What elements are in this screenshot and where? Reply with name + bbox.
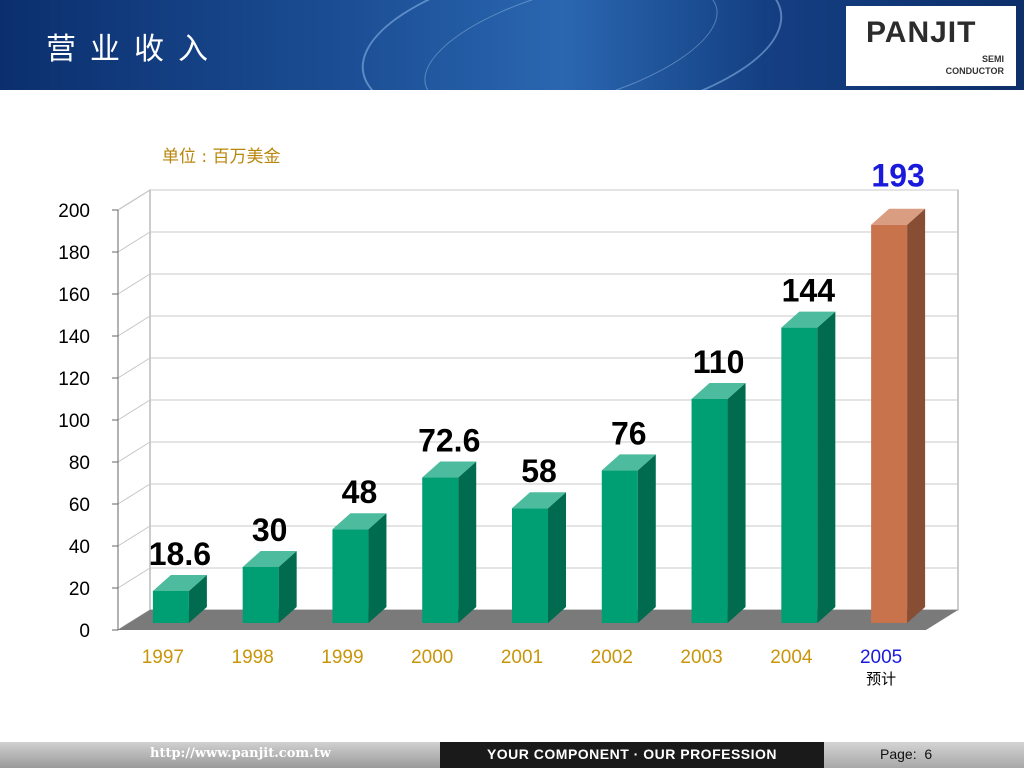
page-number: Page: 6 bbox=[880, 746, 932, 762]
category-label-2005: 2005 bbox=[860, 647, 902, 668]
bar-top-2001 bbox=[512, 492, 566, 509]
logo-brand-accent: JIT bbox=[930, 16, 977, 49]
logo-sub-semi: SEMI bbox=[981, 54, 1004, 64]
data-label-2005: 193 bbox=[871, 158, 924, 194]
category-label-2001: 2001 bbox=[501, 647, 543, 668]
category-label-1998: 1998 bbox=[232, 647, 274, 668]
bar-top-1998 bbox=[242, 551, 297, 567]
bar-2000 bbox=[422, 477, 459, 623]
footer-page-band bbox=[824, 742, 1024, 768]
bar-side-1998 bbox=[278, 551, 297, 623]
y-tick-label: 20 bbox=[69, 579, 90, 600]
bar-top-2000 bbox=[422, 461, 477, 478]
footer-url-link[interactable]: http://www.panjit.com.tw bbox=[150, 746, 331, 761]
y-tick-label: 100 bbox=[58, 411, 90, 432]
page-number-value: 6 bbox=[924, 746, 933, 762]
panjit-logo: PANJIT SEMI CONDUCTOR bbox=[846, 6, 1016, 86]
logo-sub-conductor: CONDUCTOR bbox=[945, 66, 1004, 76]
bar-top-1997 bbox=[152, 574, 207, 591]
bar-side-2005 bbox=[907, 208, 926, 623]
data-label-2003: 110 bbox=[693, 344, 745, 380]
y-tick-label: 180 bbox=[58, 243, 90, 264]
bar-side-1999 bbox=[368, 513, 387, 623]
y-tick-label: 140 bbox=[58, 327, 90, 348]
chart-gridline bbox=[117, 525, 151, 547]
bar-side-2001 bbox=[548, 492, 566, 623]
bar-side-2000 bbox=[458, 461, 477, 623]
bar-2004 bbox=[781, 327, 818, 623]
category-label-2002: 2002 bbox=[591, 647, 633, 668]
category-label-1999: 1999 bbox=[321, 647, 363, 668]
bar-2003 bbox=[691, 399, 728, 623]
data-label-2002: 76 bbox=[611, 415, 647, 451]
chart-gridline bbox=[117, 483, 151, 505]
bar-2005 bbox=[871, 224, 908, 623]
data-label-2001: 58 bbox=[521, 453, 557, 489]
chart-gridline bbox=[117, 567, 151, 589]
page-title: 营业收入 bbox=[46, 32, 222, 67]
footer-slogan: YOUR COMPONENT · OUR PROFESSION bbox=[486, 746, 778, 762]
chart-gridline bbox=[117, 441, 151, 463]
category-label-2003: 2003 bbox=[680, 647, 722, 668]
chart-gridline bbox=[117, 273, 151, 295]
footer-left-band bbox=[0, 742, 440, 768]
y-tick-label: 0 bbox=[79, 621, 90, 642]
y-tick-label: 80 bbox=[69, 453, 90, 474]
logo-wordmark: PANJIT bbox=[866, 16, 976, 50]
bar-1998 bbox=[242, 567, 279, 623]
bar-side-2004 bbox=[817, 311, 836, 623]
category-label-2004: 2004 bbox=[770, 647, 813, 668]
data-label-1999: 48 bbox=[342, 474, 378, 510]
forecast-note: 预计 bbox=[866, 670, 896, 688]
category-label-1997: 1997 bbox=[142, 647, 184, 668]
data-label-1997: 18.6 bbox=[149, 536, 211, 572]
unit-label: 单位 : 百万美金 bbox=[162, 147, 281, 167]
chart-gridline bbox=[117, 231, 151, 253]
y-tick-label: 200 bbox=[58, 201, 90, 222]
bar-2002 bbox=[601, 470, 638, 623]
bar-1997 bbox=[152, 590, 189, 623]
bar-top-2005 bbox=[871, 208, 926, 225]
data-label-2000: 72.6 bbox=[418, 423, 480, 459]
bar-top-1999 bbox=[332, 513, 387, 530]
logo-brand-main: PAN bbox=[866, 16, 931, 49]
header-banner: 营业收入 PANJIT SEMI CONDUCTOR bbox=[0, 0, 1024, 90]
bar-2001 bbox=[512, 508, 548, 623]
revenue-bar-chart: 0 20 40 60 80 100 120 140 160 180 200 18.6 1997 30 199… bbox=[58, 147, 959, 688]
data-label-1998: 30 bbox=[252, 512, 288, 548]
bar-side-2003 bbox=[727, 383, 746, 623]
y-tick-label: 120 bbox=[58, 369, 90, 390]
bar-top-2003 bbox=[691, 383, 746, 399]
chart-gridline bbox=[117, 315, 151, 337]
y-tick-label: 160 bbox=[58, 285, 90, 306]
chart-gridline bbox=[117, 189, 151, 211]
chart-gridline bbox=[117, 357, 151, 379]
category-label-2000: 2000 bbox=[411, 647, 453, 668]
bar-top-2004 bbox=[781, 311, 836, 328]
chart-gridline bbox=[117, 399, 151, 421]
bar-side-1997 bbox=[188, 574, 207, 623]
page-label: Page: bbox=[880, 746, 917, 762]
data-label-2004: 144 bbox=[782, 273, 836, 309]
bar-top-2002 bbox=[601, 454, 656, 471]
y-tick-label: 40 bbox=[69, 537, 90, 558]
bar-side-2002 bbox=[637, 454, 656, 623]
footer-slogan-band bbox=[440, 742, 824, 768]
bar-1999 bbox=[332, 529, 369, 623]
y-tick-label: 60 bbox=[69, 495, 90, 516]
